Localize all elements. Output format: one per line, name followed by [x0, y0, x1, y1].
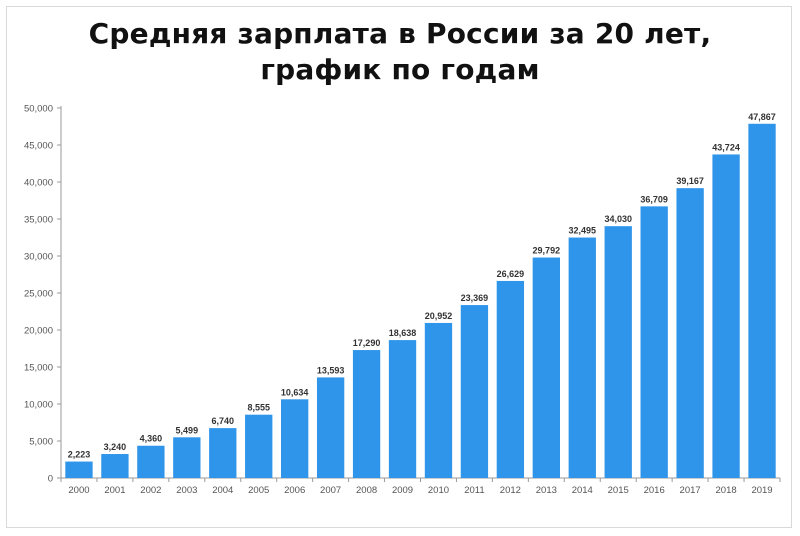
value-label: 34,030	[604, 214, 632, 224]
x-tick-label: 2018	[716, 485, 737, 496]
value-label: 39,167	[676, 176, 704, 186]
y-tick-label: 35,000	[24, 215, 53, 226]
value-labels: 2,223 3,240 4,360 5,499 6,740 8,555 10,634 13,5…	[68, 112, 776, 460]
value-label: 43,724	[712, 142, 740, 152]
x-tick-label: 2004	[212, 485, 233, 496]
bar-2014	[568, 237, 596, 478]
y-tick-label: 25,000	[24, 289, 53, 300]
value-label: 47,867	[748, 112, 776, 122]
bar-2019	[748, 123, 776, 478]
bar-2009	[388, 340, 417, 478]
x-tick-label: 2007	[320, 485, 341, 496]
x-tick-label: 2006	[284, 485, 305, 496]
x-tick-label: 2009	[392, 485, 413, 496]
x-tick-label: 2019	[751, 485, 772, 496]
value-label: 17,290	[353, 338, 381, 348]
bar-2007	[316, 377, 345, 478]
bar-2017	[676, 188, 704, 479]
y-tick-label: 45,000	[24, 141, 53, 152]
x-axis: 2000 2001 2002 2003 2004 2005 2006 2007 2008 2009…	[60, 477, 781, 496]
y-axis: 0 5,000 10,000 15,000 20,000 25,000 30,000 35,0…	[24, 104, 62, 485]
x-tick-label: 2013	[536, 485, 557, 496]
value-label: 6,740	[212, 416, 235, 426]
bar-2012	[496, 280, 525, 478]
bar-2013	[532, 257, 560, 478]
x-tick-label: 2012	[500, 485, 521, 496]
value-label: 32,495	[569, 226, 597, 236]
x-tick-label: 2017	[680, 485, 701, 496]
y-tick-label: 0	[48, 474, 53, 485]
value-label: 20,952	[425, 311, 453, 321]
value-label: 10,634	[281, 387, 309, 397]
value-label: 29,792	[533, 246, 561, 256]
x-tick-label: 2011	[464, 485, 484, 496]
value-label: 2,223	[68, 450, 91, 460]
chart-frame	[6, 6, 792, 528]
y-tick-label: 20,000	[24, 326, 53, 337]
bar-2004	[209, 428, 237, 478]
bar-2000	[65, 461, 93, 478]
x-tick-label: 2008	[356, 485, 377, 496]
x-tick-label: 2001	[104, 485, 125, 496]
value-label: 36,709	[640, 194, 668, 204]
chart-title-line-2: график по годам	[260, 53, 540, 86]
x-tick-label: 2002	[140, 485, 161, 496]
x-tick-label: 2010	[428, 485, 449, 496]
value-label: 4,360	[140, 434, 163, 444]
y-tick-label: 50,000	[24, 104, 53, 115]
value-label: 23,369	[461, 293, 489, 303]
bar-2002	[137, 445, 165, 478]
y-tick-label: 30,000	[24, 252, 53, 263]
bar-2008	[352, 350, 381, 478]
bar-2018	[712, 154, 740, 479]
y-tick-label: 10,000	[24, 400, 53, 411]
bar-2001	[101, 454, 129, 478]
x-tick-label: 2015	[608, 485, 629, 496]
x-tick-label: 2005	[248, 485, 269, 496]
x-tick-label: 2000	[68, 485, 89, 496]
y-tick-label: 5,000	[29, 437, 53, 448]
bar-2016	[640, 206, 668, 478]
value-label: 13,593	[317, 365, 345, 375]
x-tick-label: 2003	[176, 485, 197, 496]
bars	[65, 123, 776, 479]
y-tick-label: 40,000	[24, 178, 53, 189]
value-label: 18,638	[389, 328, 417, 338]
x-tick-label: 2014	[572, 485, 593, 496]
value-label: 8,555	[247, 403, 270, 413]
bar-2011	[460, 305, 489, 478]
value-label: 3,240	[104, 442, 127, 452]
bar-2010	[424, 322, 453, 478]
value-label: 26,629	[497, 269, 525, 279]
bar-2005	[245, 414, 273, 478]
value-label: 5,499	[176, 425, 199, 435]
chart-title-line-1: Средняя зарплата в России за 20 лет,	[88, 17, 712, 50]
x-tick-label: 2016	[644, 485, 665, 496]
bar-2003	[173, 437, 201, 478]
bar-2015	[604, 226, 632, 478]
y-tick-label: 15,000	[24, 363, 53, 374]
bar-2006	[281, 399, 309, 478]
chart-title: Средняя зарплата в России за 20 лет, гра…	[0, 16, 800, 88]
